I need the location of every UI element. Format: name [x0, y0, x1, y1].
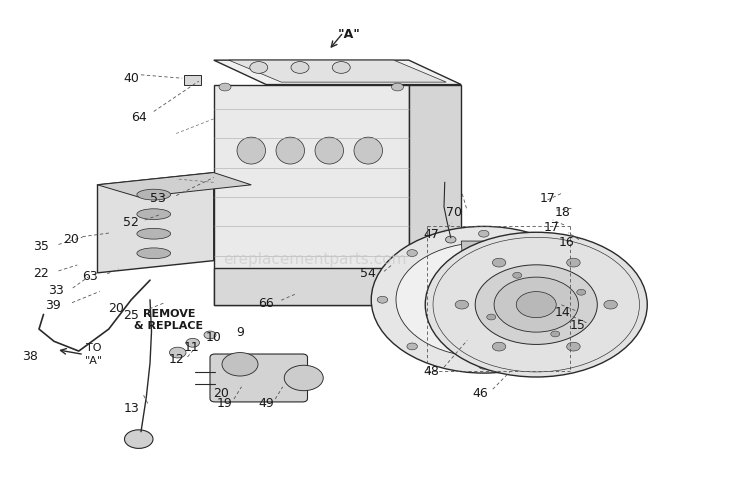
Circle shape — [567, 259, 580, 267]
Text: 20: 20 — [213, 386, 230, 399]
Text: 35: 35 — [33, 240, 50, 253]
Polygon shape — [409, 85, 461, 305]
Ellipse shape — [136, 248, 170, 259]
Text: 54: 54 — [359, 267, 376, 280]
Ellipse shape — [315, 138, 344, 165]
Circle shape — [186, 339, 200, 347]
Circle shape — [567, 343, 580, 351]
Circle shape — [476, 265, 597, 345]
Text: 9: 9 — [236, 325, 244, 338]
Text: 52: 52 — [123, 216, 140, 228]
Text: 38: 38 — [22, 350, 38, 363]
Polygon shape — [229, 61, 446, 83]
Circle shape — [407, 250, 418, 257]
Text: 46: 46 — [472, 386, 488, 399]
Ellipse shape — [136, 190, 170, 201]
Text: 16: 16 — [558, 235, 574, 248]
Text: 48: 48 — [423, 365, 439, 377]
Circle shape — [446, 237, 456, 244]
Text: 13: 13 — [123, 401, 140, 414]
Circle shape — [222, 353, 258, 376]
Circle shape — [492, 259, 506, 267]
Ellipse shape — [276, 138, 304, 165]
Polygon shape — [98, 173, 214, 273]
Circle shape — [604, 301, 617, 309]
Text: 39: 39 — [45, 299, 60, 311]
Circle shape — [371, 227, 596, 373]
Circle shape — [492, 343, 506, 351]
Circle shape — [487, 314, 496, 320]
Circle shape — [577, 290, 586, 296]
Circle shape — [291, 62, 309, 74]
Text: 11: 11 — [183, 340, 200, 353]
Circle shape — [332, 62, 350, 74]
Circle shape — [478, 231, 489, 238]
Circle shape — [250, 62, 268, 74]
Circle shape — [396, 243, 572, 357]
Text: 10: 10 — [206, 330, 222, 343]
Circle shape — [513, 273, 522, 279]
Circle shape — [580, 297, 590, 304]
Polygon shape — [184, 76, 201, 85]
Text: TO
"A": TO "A" — [85, 343, 103, 365]
FancyBboxPatch shape — [210, 354, 308, 402]
Text: 25: 25 — [123, 308, 140, 321]
Polygon shape — [214, 61, 461, 85]
Text: 49: 49 — [258, 396, 274, 409]
Text: 63: 63 — [82, 269, 98, 282]
Text: ereplacementparts.com: ereplacementparts.com — [224, 251, 406, 266]
Circle shape — [550, 250, 560, 257]
Text: 22: 22 — [33, 267, 50, 280]
Text: 20: 20 — [108, 301, 124, 314]
Text: 19: 19 — [217, 396, 232, 409]
Polygon shape — [214, 268, 409, 305]
Text: 47: 47 — [423, 228, 439, 241]
Text: "A": "A" — [338, 28, 360, 41]
Text: 33: 33 — [48, 284, 64, 297]
Text: 53: 53 — [149, 191, 166, 204]
Circle shape — [407, 343, 418, 350]
Ellipse shape — [354, 138, 382, 165]
Text: 64: 64 — [130, 111, 147, 123]
Text: 70: 70 — [446, 206, 462, 219]
Circle shape — [550, 331, 560, 337]
Text: REMOVE
& REPLACE: REMOVE & REPLACE — [134, 308, 203, 331]
Text: 12: 12 — [168, 352, 184, 365]
Polygon shape — [98, 173, 251, 198]
Circle shape — [425, 233, 647, 377]
Text: 15: 15 — [569, 318, 586, 331]
Ellipse shape — [237, 138, 266, 165]
Text: 14: 14 — [554, 306, 570, 319]
Circle shape — [550, 343, 560, 350]
Text: 18: 18 — [554, 206, 571, 219]
Text: 66: 66 — [258, 296, 274, 309]
Circle shape — [516, 292, 556, 318]
Circle shape — [494, 278, 578, 332]
Circle shape — [392, 294, 404, 302]
Circle shape — [284, 366, 323, 391]
Circle shape — [170, 347, 186, 358]
Text: 40: 40 — [123, 72, 140, 84]
Circle shape — [392, 84, 404, 92]
Circle shape — [455, 301, 469, 309]
Text: 17: 17 — [543, 221, 560, 233]
Polygon shape — [409, 268, 461, 305]
Text: 20: 20 — [63, 233, 80, 245]
Polygon shape — [214, 85, 409, 305]
Polygon shape — [461, 242, 521, 295]
Circle shape — [377, 297, 388, 304]
Text: 17: 17 — [539, 191, 556, 204]
Circle shape — [219, 294, 231, 302]
Circle shape — [478, 363, 489, 369]
Circle shape — [219, 84, 231, 92]
Ellipse shape — [136, 209, 170, 220]
Circle shape — [204, 331, 216, 339]
Circle shape — [124, 430, 153, 448]
Ellipse shape — [136, 229, 170, 240]
